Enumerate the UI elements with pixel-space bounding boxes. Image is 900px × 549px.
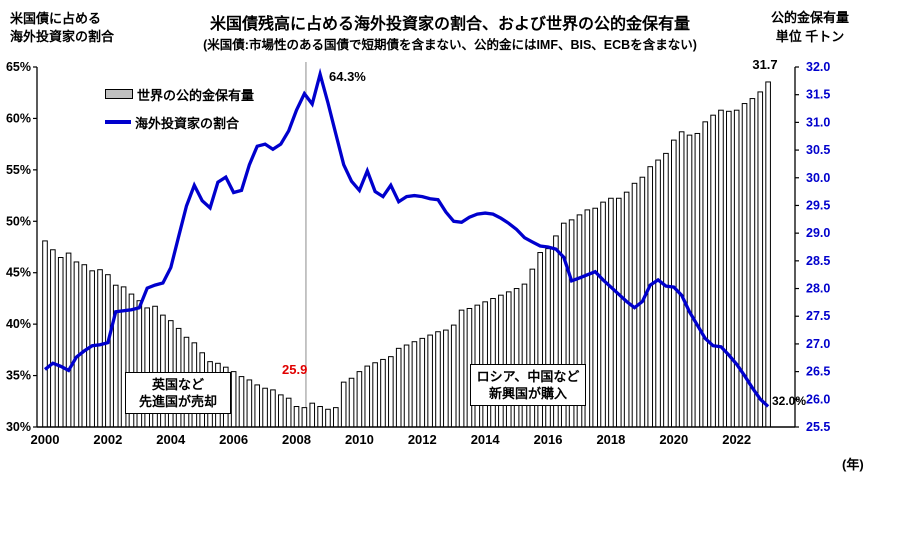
gold-last-value-label: 31.7	[752, 57, 778, 72]
left-axis-title-line1: 米国債に占める	[10, 11, 102, 26]
svg-text:2012: 2012	[408, 432, 437, 447]
svg-text:2010: 2010	[345, 432, 374, 447]
note-emerging-countries-bought: ロシア、中国など 新興国が購入	[470, 364, 586, 406]
svg-text:32.0: 32.0	[806, 60, 830, 74]
right-axis-title-line2: 単位 千トン	[775, 29, 845, 44]
svg-text:2016: 2016	[534, 432, 563, 447]
left-axis-title-line2: 海外投資家の割合	[10, 29, 115, 44]
chart-subtitle: (米国債:市場性のある国債で短期債を含まない、公的金にはIMF、BIS、ECBを…	[203, 38, 697, 52]
note-developed-line1: 英国など	[151, 377, 204, 392]
legend-item-gold: 世界の公的金保有量	[105, 80, 254, 108]
svg-text:31.0: 31.0	[806, 115, 830, 129]
svg-text:28.5: 28.5	[806, 254, 830, 268]
line-swatch-icon	[105, 120, 131, 124]
svg-text:30%: 30%	[6, 420, 31, 434]
svg-text:30.5: 30.5	[806, 143, 830, 157]
legend-gold-label: 世界の公的金保有量	[137, 87, 255, 103]
legend: 世界の公的金保有量 海外投資家の割合	[105, 80, 254, 136]
note-emerging-line1: ロシア、中国など	[476, 369, 580, 384]
svg-text:40%: 40%	[6, 317, 31, 331]
axes	[36, 67, 796, 428]
svg-text:27.0: 27.0	[806, 337, 830, 351]
svg-text:2002: 2002	[93, 432, 122, 447]
svg-text:2020: 2020	[659, 432, 688, 447]
svg-text:28.0: 28.0	[806, 282, 830, 296]
legend-item-line: 海外投資家の割合	[105, 108, 254, 136]
svg-text:26.0: 26.0	[806, 392, 830, 406]
x-axis-ticks: 2000 2002 2004 2006 2008 2010 2012 2014 2016 2018…	[31, 432, 752, 447]
svg-text:27.5: 27.5	[806, 309, 830, 323]
svg-text:26.5: 26.5	[806, 365, 830, 379]
svg-text:2014: 2014	[471, 432, 501, 447]
svg-text:31.5: 31.5	[806, 88, 830, 102]
svg-text:2004: 2004	[156, 432, 186, 447]
svg-text:2000: 2000	[31, 432, 60, 447]
gold-min-value-label: 25.9	[282, 362, 308, 377]
legend-line-label: 海外投資家の割合	[135, 115, 240, 131]
svg-text:55%: 55%	[6, 163, 31, 177]
note-emerging-line2: 新興国が購入	[488, 386, 567, 401]
note-developed-countries-sold: 英国など 先進国が売却	[125, 372, 231, 414]
right-axis-ticks: 32.0 31.5 31.0 30.5 30.0 29.5 29.0 28.5 28.0 27.5…	[795, 60, 830, 434]
svg-text:29.0: 29.0	[806, 226, 830, 240]
foreign-share-line	[43, 67, 770, 408]
svg-text:45%: 45%	[6, 266, 31, 280]
right-axis-title-line1: 公的金保有量	[770, 10, 849, 25]
svg-text:2018: 2018	[596, 432, 625, 447]
svg-text:2006: 2006	[219, 432, 248, 447]
svg-text:30.0: 30.0	[806, 171, 830, 185]
chart-title: 米国債残高に占める海外投資家の割合、および世界の公的金保有量	[209, 16, 690, 33]
svg-text:65%: 65%	[6, 60, 31, 74]
svg-text:50%: 50%	[6, 214, 31, 228]
note-developed-line2: 先進国が売却	[138, 394, 217, 409]
svg-text:29.5: 29.5	[806, 198, 830, 212]
svg-text:2022: 2022	[722, 432, 751, 447]
gold-bar-swatch-icon	[105, 89, 133, 99]
svg-text:60%: 60%	[6, 111, 31, 125]
peak-value-label: 64.3%	[329, 69, 366, 84]
left-axis-title: 米国債に占める 海外投資家の割合	[10, 10, 114, 46]
x-axis-unit-label: (年)	[842, 457, 864, 472]
left-axis-ticks: 65% 60% 55% 50% 45% 40% 35% 30%	[6, 60, 37, 434]
svg-text:2008: 2008	[282, 432, 311, 447]
line-last-value-label: 32.0%	[772, 394, 807, 408]
right-axis-title: 公的金保有量 単位 千トン	[752, 8, 868, 46]
svg-text:35%: 35%	[6, 369, 31, 383]
svg-text:25.5: 25.5	[806, 420, 830, 434]
